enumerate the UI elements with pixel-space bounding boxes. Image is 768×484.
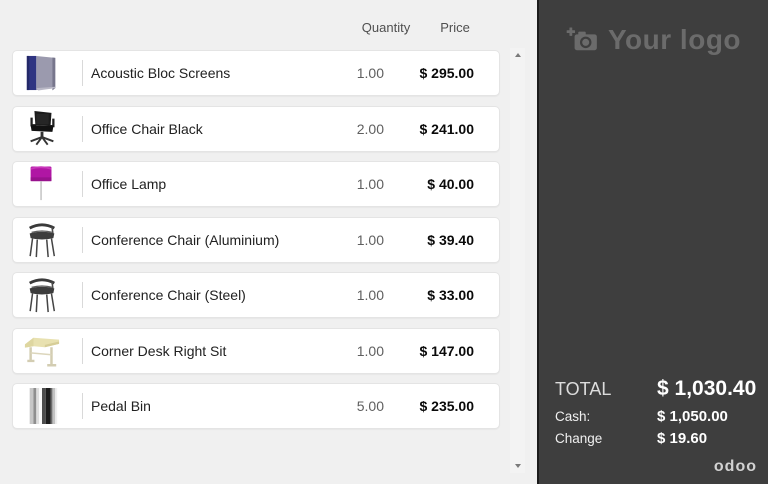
- product-quantity: 1.00: [356, 231, 384, 248]
- receipt-panel: Your logo TOTAL $ 1,030.40 Cash: $ 1,050…: [537, 0, 768, 484]
- product-quantity: 1.00: [356, 65, 384, 81]
- logo-placeholder-text: Your logo: [607, 24, 742, 55]
- logo-placeholder: Your logo: [539, 24, 768, 56]
- screen-panel-image: [22, 51, 62, 95]
- quantity-column-header: Quantity: [361, 20, 411, 35]
- price-column-header: Price: [440, 20, 470, 35]
- scrollbar[interactable]: [510, 48, 525, 473]
- total-label: TOTAL: [555, 379, 612, 399]
- pedal-bin-image: [22, 384, 62, 428]
- product-row: Office Lamp 1.00 $ 40.00: [12, 161, 500, 207]
- product-row: Acoustic Bloc Screens 1.00 $ 295.00: [12, 50, 500, 96]
- row-divider: [82, 337, 83, 364]
- product-price: $ 241.00: [419, 120, 475, 137]
- product-quantity: 5.00: [356, 398, 384, 414]
- cash-line: Cash: $ 1,050.00: [555, 408, 755, 425]
- product-list[interactable]: Acoustic Bloc Screens 1.00 $ 295.00 Offi…: [12, 50, 500, 439]
- conference-chair-image: [22, 218, 62, 262]
- row-divider: [82, 226, 83, 253]
- product-name: Office Lamp: [91, 176, 167, 192]
- product-row: Conference Chair (Aluminium) 1.00 $ 39.4…: [12, 216, 500, 263]
- conference-chair-image: [22, 273, 62, 317]
- change-value: $ 19.60: [657, 430, 708, 447]
- product-quantity: 1.00: [356, 287, 384, 303]
- scroll-down-button[interactable]: [510, 459, 525, 473]
- scroll-up-button[interactable]: [510, 48, 525, 62]
- lamp-image: [22, 162, 62, 206]
- row-divider: [82, 393, 83, 419]
- cash-label: Cash:: [555, 409, 591, 424]
- totals-section: TOTAL $ 1,030.40 Cash: $ 1,050.00 Change…: [555, 377, 757, 452]
- product-name: Pedal Bin: [91, 398, 151, 414]
- product-row: Conference Chair (Steel) 1.00 $ 33.00: [12, 272, 500, 318]
- product-price: $ 40.00: [427, 176, 474, 192]
- product-quantity: 2.00: [356, 120, 384, 137]
- office-chair-image: [22, 107, 62, 151]
- product-price: $ 235.00: [419, 398, 475, 414]
- product-quantity: 1.00: [356, 176, 384, 192]
- total-row: TOTAL $ 1,030.40: [555, 377, 757, 401]
- product-price: $ 39.40: [427, 231, 474, 248]
- change-label: Change: [555, 431, 603, 446]
- product-row: Office Chair Black 2.00 $ 241.00: [12, 105, 500, 152]
- total-value: $ 1,030.40: [657, 377, 757, 400]
- product-price: $ 147.00: [419, 342, 475, 359]
- row-divider: [82, 171, 83, 197]
- product-price: $ 33.00: [427, 287, 474, 303]
- cash-value: $ 1,050.00: [657, 408, 728, 425]
- order-list-area: Quantity Price Acoustic Bloc Screens 1.0…: [12, 20, 525, 473]
- product-name: Acoustic Bloc Screens: [91, 65, 231, 81]
- scroll-down-arrow-icon: [514, 464, 521, 468]
- row-divider: [82, 60, 83, 86]
- product-name: Conference Chair (Aluminium): [91, 231, 280, 248]
- scroll-up-arrow-icon: [514, 53, 521, 57]
- row-divider: [82, 282, 83, 308]
- product-name: Conference Chair (Steel): [91, 287, 246, 303]
- desk-image: [22, 329, 62, 373]
- product-row: Pedal Bin 5.00 $ 235.00: [12, 383, 500, 429]
- change-line: Change $ 19.60: [555, 430, 755, 447]
- product-name: Office Chair Black: [91, 120, 203, 137]
- odoo-logo: odoo: [713, 458, 757, 475]
- product-row: Corner Desk Right Sit 1.00 $ 147.00: [12, 327, 500, 374]
- product-price: $ 295.00: [419, 65, 475, 81]
- row-divider: [82, 115, 83, 142]
- add-photo-camera-icon: [566, 27, 597, 51]
- product-quantity: 1.00: [356, 342, 384, 359]
- product-name: Corner Desk Right Sit: [91, 342, 227, 359]
